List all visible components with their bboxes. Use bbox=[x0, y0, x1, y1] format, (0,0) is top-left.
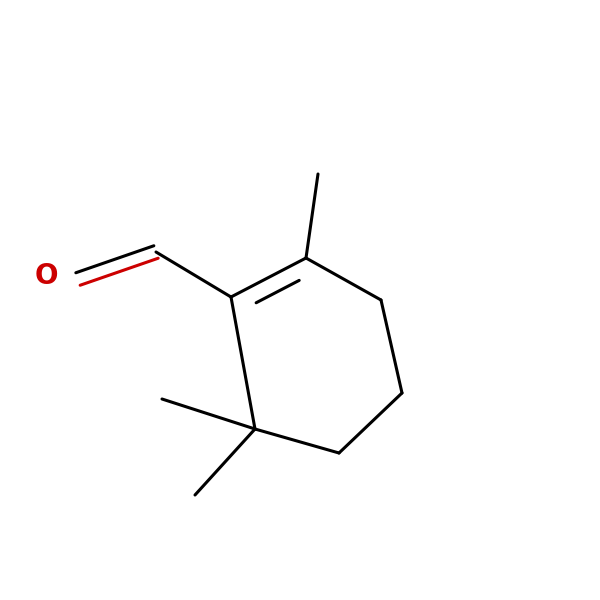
Text: O: O bbox=[35, 262, 59, 290]
